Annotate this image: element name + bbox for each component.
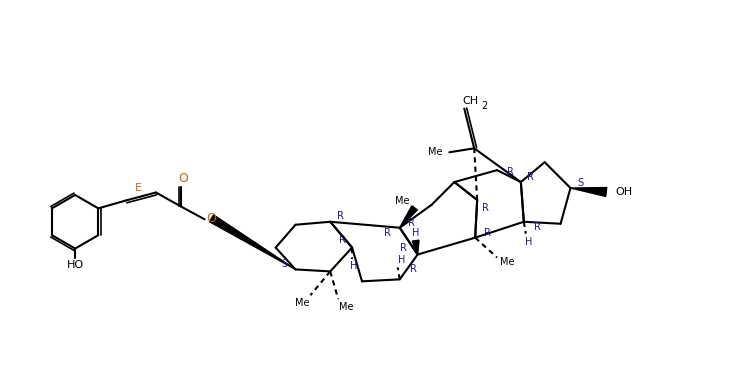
Polygon shape [209, 215, 295, 269]
Polygon shape [399, 206, 418, 228]
Text: OH: OH [615, 187, 633, 197]
Text: Me: Me [499, 258, 514, 267]
Text: R: R [527, 172, 534, 182]
Text: E: E [135, 182, 141, 192]
Text: R: R [337, 211, 343, 221]
Text: H: H [412, 228, 419, 238]
Text: Me: Me [428, 147, 443, 157]
Text: Me: Me [395, 196, 410, 206]
Text: HO: HO [66, 261, 84, 271]
Text: R: R [410, 264, 417, 274]
Text: H: H [398, 256, 405, 266]
Text: Me: Me [339, 302, 354, 312]
Text: R: R [339, 235, 346, 245]
Text: R: R [482, 203, 488, 213]
Polygon shape [571, 187, 607, 197]
Text: S: S [577, 178, 583, 188]
Text: H: H [351, 261, 358, 271]
Text: O: O [206, 212, 217, 225]
Text: H: H [525, 237, 532, 247]
Text: S: S [281, 259, 288, 269]
Text: O: O [178, 172, 187, 185]
Text: R: R [483, 228, 491, 238]
Polygon shape [412, 240, 419, 255]
Text: R: R [534, 222, 541, 232]
Text: R: R [384, 228, 391, 238]
Text: CH: CH [462, 96, 478, 106]
Text: R: R [507, 167, 515, 177]
Text: R: R [400, 243, 408, 253]
Text: 2: 2 [481, 101, 487, 110]
Text: R: R [408, 218, 415, 228]
Text: Me: Me [295, 298, 310, 308]
